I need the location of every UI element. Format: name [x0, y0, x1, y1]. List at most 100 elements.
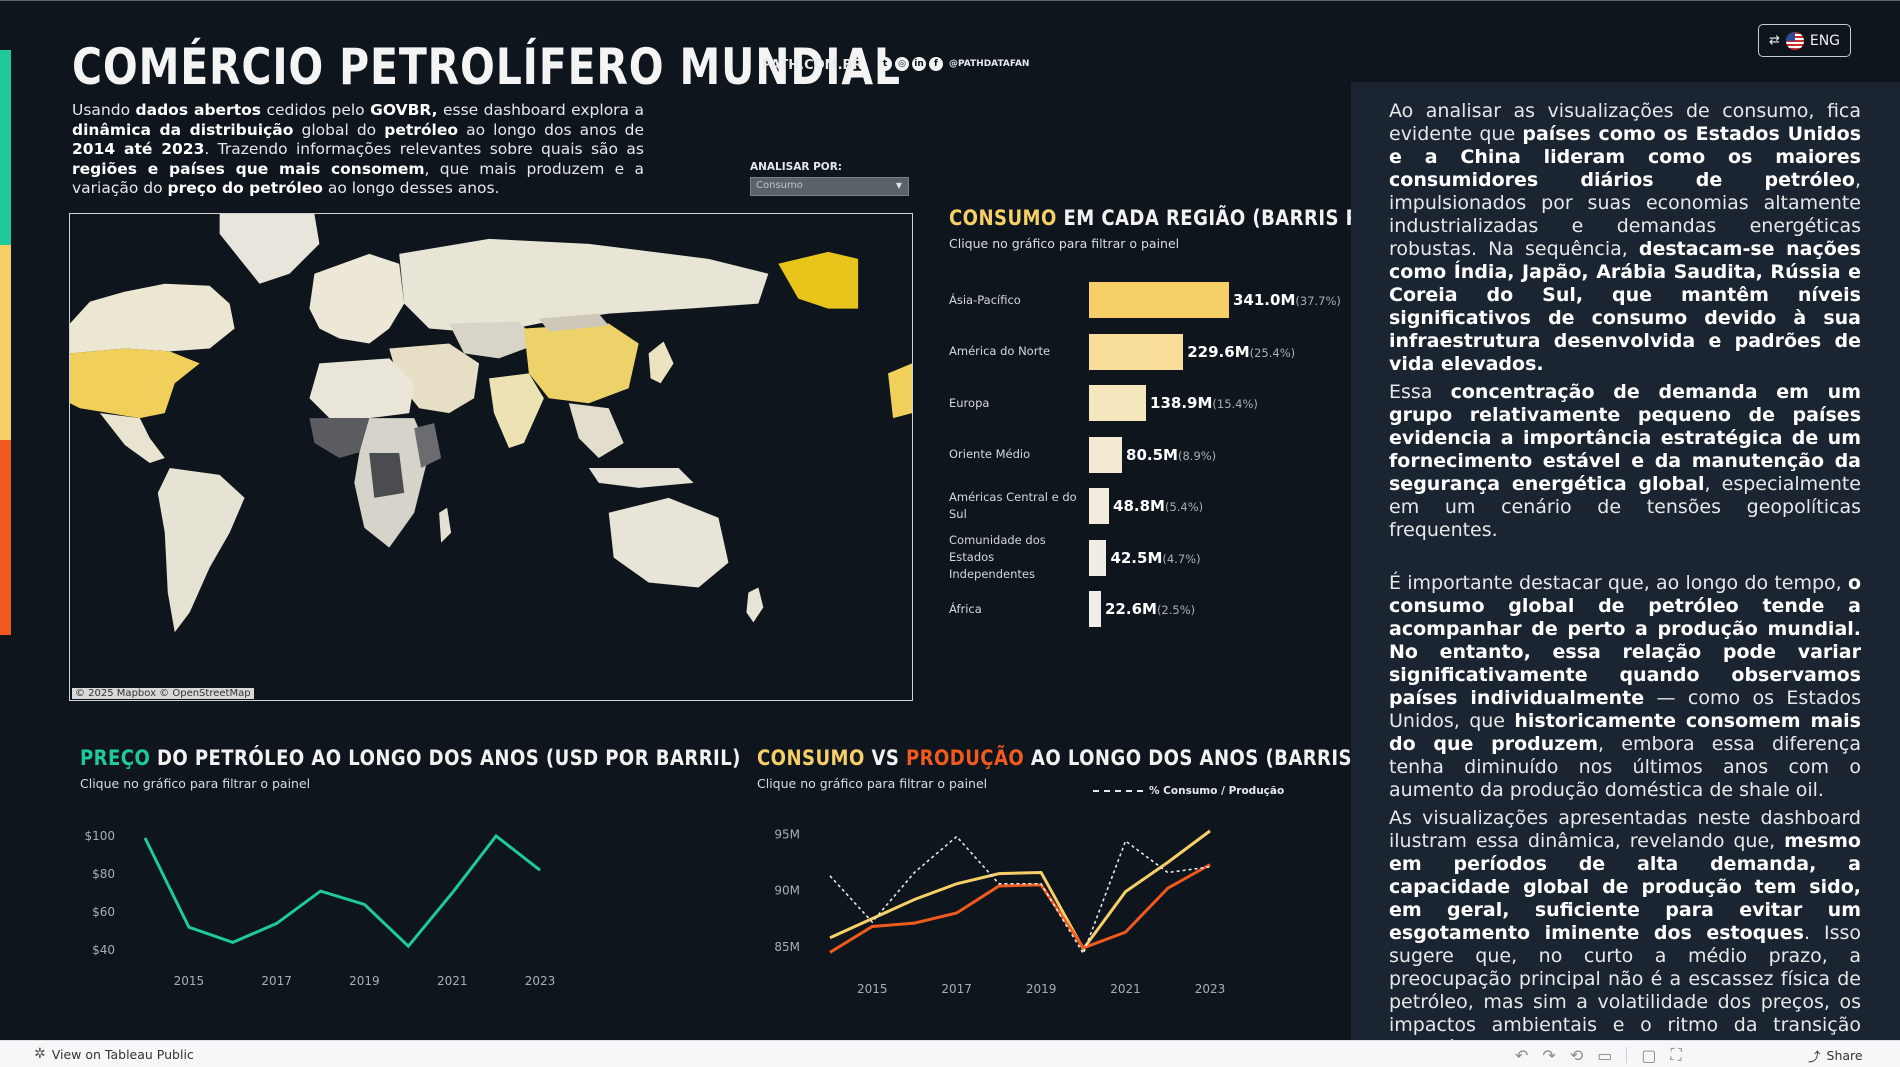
- region-usa-east[interactable]: [888, 363, 912, 419]
- region-value-label: 22.6M: [1105, 600, 1157, 618]
- country-australia[interactable]: [608, 497, 729, 588]
- region-value: 138.9M(15.4%): [1150, 394, 1258, 412]
- country-kazakhstan[interactable]: [449, 321, 539, 359]
- map-attribution[interactable]: © 2025 Mapbox © OpenStreetMap: [72, 688, 254, 699]
- bold-text: preço do petróleo: [167, 179, 323, 197]
- region-value-label: 229.6M: [1187, 342, 1250, 361]
- region-southeast-asia[interactable]: [568, 403, 624, 458]
- text-segment: esse dashboard explora a: [437, 101, 645, 119]
- country-china[interactable]: [523, 323, 639, 404]
- instagram-icon[interactable]: ◎: [895, 57, 909, 71]
- x-tick-label: 2019: [1026, 982, 1057, 996]
- region-value: 341.0M(37.7%): [1233, 291, 1341, 309]
- bold-text: 2014 até 2023: [72, 140, 205, 158]
- region-bar[interactable]: [1089, 385, 1147, 421]
- region-bar-row[interactable]: Oriente Médio 80.5M(8.9%): [949, 436, 1349, 473]
- price-subtitle: Clique no gráfico para filtrar o painel: [80, 776, 311, 791]
- facebook-icon[interactable]: f: [929, 57, 943, 71]
- intro-text: Usando dados abertos cedidos pelo GOVBR,…: [72, 101, 644, 199]
- text-segment: , embora essa diferença tenha diminuído …: [1389, 733, 1861, 801]
- x-tick-label: 2017: [261, 974, 292, 988]
- region-pct-label: (4.7%): [1162, 551, 1201, 566]
- tableau-logo-icon: ✲: [34, 1046, 46, 1062]
- country-russia[interactable]: [399, 238, 769, 334]
- region-bar-row[interactable]: América do Norte 229.6M(25.4%): [949, 333, 1349, 370]
- region-east-africa[interactable]: [414, 423, 442, 468]
- y-tick-label: $40: [92, 943, 115, 957]
- text-segment: É importante destacar que, ao longo do t…: [1389, 572, 1848, 594]
- analyze-by-select[interactable]: Consumo ▼: [750, 177, 909, 196]
- toolbar-divider: [1626, 1047, 1628, 1063]
- region-value-label: 341.0M: [1233, 291, 1296, 309]
- country-indonesia[interactable]: [588, 467, 694, 488]
- region-bar[interactable]: [1089, 539, 1107, 576]
- country-canada[interactable]: [70, 283, 235, 354]
- price-title-rest: DO PETRÓLEO AO LONGO DOS ANOS (USD POR B…: [150, 746, 741, 770]
- country-usa[interactable]: [70, 348, 200, 419]
- share-button[interactable]: ⤴ Share: [1808, 1046, 1863, 1065]
- refresh-icon[interactable]: ▭: [1597, 1045, 1613, 1065]
- region-bar[interactable]: [1089, 591, 1101, 627]
- region-bar[interactable]: [1089, 436, 1123, 473]
- region-label: Ásia-Pacífico: [949, 292, 1021, 307]
- country-new-zealand[interactable]: [746, 587, 764, 623]
- site-link[interactable]: PATH.COM.BR: [762, 58, 863, 73]
- region-bar-row[interactable]: Europa 138.9M(15.4%): [949, 385, 1349, 421]
- region-bar-row[interactable]: Comunidade dos Estados Independentes 42.5…: [949, 533, 1349, 581]
- cvp-line-chart[interactable]: 95M 90M 85M 2015 2017 2019 2021 2023: [745, 808, 1235, 998]
- region-west-africa[interactable]: [309, 418, 375, 458]
- view-on-tableau-link[interactable]: ✲ View on Tableau Public: [34, 1046, 194, 1062]
- insight-paragraph: As visualizações apresentadas neste dash…: [1389, 807, 1861, 1067]
- country-japan[interactable]: [648, 341, 674, 384]
- country-mexico[interactable]: [99, 413, 165, 463]
- price-line-chart[interactable]: $100 $80 $60 $40 2015 2017 2019 2021 2023: [70, 808, 570, 998]
- region-pct-label: (25.4%): [1249, 345, 1296, 360]
- twitter-icon[interactable]: t: [878, 57, 892, 71]
- bold-text: historicamente consomem mais do que prod…: [1389, 710, 1861, 755]
- accent-bar-orange: [0, 440, 11, 635]
- bold-text: concentração de demanda em um grupo rela…: [1389, 381, 1861, 495]
- region-value: 229.6M(25.4%): [1187, 343, 1295, 361]
- region-bar-row[interactable]: Ásia-Pacífico 341.0M(37.7%): [949, 282, 1349, 318]
- text-segment: cedidos pelo: [260, 101, 371, 119]
- region-dark-africa[interactable]: [369, 453, 405, 498]
- map-svg: [70, 214, 912, 700]
- region-bar[interactable]: [1089, 282, 1229, 318]
- country-greenland[interactable]: [219, 214, 320, 284]
- language-toggle-button[interactable]: ⇄ ENG: [1758, 24, 1851, 57]
- region-bar[interactable]: [1089, 488, 1110, 524]
- region-bar-row[interactable]: Américas Central e do Sul 48.8M(5.4%): [949, 488, 1349, 524]
- region-bar[interactable]: [1089, 333, 1184, 370]
- tableau-footer: ✲ View on Tableau Public ↶ ↷ ⟲ ▭ ▢ ⛶ ⤴ S…: [0, 1040, 1900, 1067]
- bold-text: dinâmica da distribuição: [72, 120, 294, 139]
- fullscreen-icon[interactable]: ⛶: [1670, 1045, 1682, 1064]
- linkedin-icon[interactable]: in: [912, 57, 926, 71]
- text-segment: ao longo dos anos de: [458, 120, 644, 139]
- series-line: [829, 829, 1211, 952]
- continent-south-america[interactable]: [157, 467, 245, 633]
- region-label: Europa: [949, 395, 990, 410]
- redo-icon[interactable]: ↷: [1542, 1045, 1556, 1065]
- continent-europe[interactable]: [309, 253, 405, 344]
- insights-text: Ao analisar as visualizações de consumo,…: [1389, 100, 1861, 1067]
- social-links: t ◎ in f @PATHDATAFAN: [878, 57, 1029, 71]
- country-madagascar[interactable]: [439, 507, 452, 543]
- text-segment: global do: [293, 120, 385, 139]
- y-tick-label: $60: [92, 905, 115, 919]
- region-pct-label: (5.4%): [1164, 500, 1204, 514]
- consumo-region-subtitle: Clique no gráfico para filtrar o painel: [949, 236, 1180, 251]
- region-north-africa[interactable]: [309, 358, 415, 419]
- region-value: 42.5M(4.7%): [1110, 549, 1200, 567]
- region-value: 48.8M(5.4%): [1113, 497, 1203, 515]
- country-india[interactable]: [489, 373, 544, 449]
- y-tick-label: 90M: [774, 884, 800, 898]
- chevron-down-icon: ▼: [895, 181, 902, 190]
- country-mongolia[interactable]: [538, 313, 609, 332]
- insight-paragraph: É importante destacar que, ao longo do t…: [1389, 572, 1861, 802]
- world-consumption-map[interactable]: © 2025 Mapbox © OpenStreetMap: [69, 213, 913, 701]
- comment-icon[interactable]: ▢: [1641, 1045, 1657, 1065]
- region-alaska[interactable]: [778, 251, 859, 309]
- revert-icon[interactable]: ⟲: [1569, 1045, 1584, 1065]
- region-bar-row[interactable]: África 22.6M(2.5%): [949, 591, 1349, 627]
- undo-icon[interactable]: ↶: [1515, 1045, 1529, 1065]
